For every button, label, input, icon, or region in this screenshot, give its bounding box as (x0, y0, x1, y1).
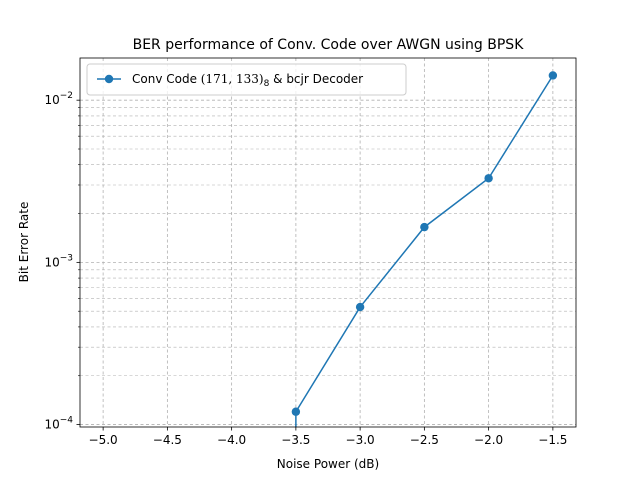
legend: Conv Code (171, 133)8 & bcjr Decoder (86, 63, 407, 96)
series-layer (291, 71, 558, 427)
legend-math: (171, 133) (201, 72, 264, 86)
x-tick-label: −3.0 (346, 433, 375, 447)
data-point (420, 222, 429, 232)
x-axis-label: Noise Power (dB) (277, 457, 379, 471)
data-point (355, 302, 365, 312)
data-point (484, 174, 493, 183)
y-tick-base: 10 (44, 93, 59, 107)
y-tick-exponent: −4 (60, 416, 74, 426)
legend-marker-swatch (104, 74, 114, 84)
x-tick-label: −2.0 (474, 433, 503, 447)
y-tick-base: 10 (44, 255, 59, 269)
y-tick-label: 10−2 (44, 91, 73, 107)
legend-box (86, 63, 407, 96)
x-axis-ticks: −5.0 −4.5 −4.0 −3.5 −3.0 −2.5 −2.0 −1.5 (89, 427, 567, 447)
grid (80, 58, 576, 427)
y-axis-ticks: 10−410−310−2 (44, 91, 80, 432)
x-tick-label: −3.5 (281, 433, 310, 447)
x-tick-label: −2.5 (410, 433, 439, 447)
legend-entry: Conv Code (171, 133)8 & bcjr Decoder (132, 72, 363, 89)
x-tick-label: −1.5 (538, 433, 567, 447)
plot-frame (79, 57, 577, 428)
y-axis-label: Bit Error Rate (17, 202, 31, 283)
data-point (548, 71, 558, 80)
x-tick-label: −5.0 (89, 433, 118, 447)
legend-prefix: Conv Code (132, 72, 201, 86)
y-tick-exponent: −2 (60, 91, 73, 101)
chart-title: BER performance of Conv. Code over AWGN … (133, 37, 525, 53)
y-tick-label: 10−3 (44, 253, 73, 269)
x-tick-label: −4.0 (217, 433, 246, 447)
legend-subscript: 8 (264, 79, 270, 89)
y-tick-exponent: −3 (60, 253, 73, 263)
y-tick-label: 10−4 (44, 416, 73, 432)
y-tick-base: 10 (44, 418, 59, 432)
legend-suffix: & bcjr Decoder (269, 72, 363, 86)
data-point (291, 407, 301, 416)
x-tick-label: −4.5 (153, 433, 182, 447)
